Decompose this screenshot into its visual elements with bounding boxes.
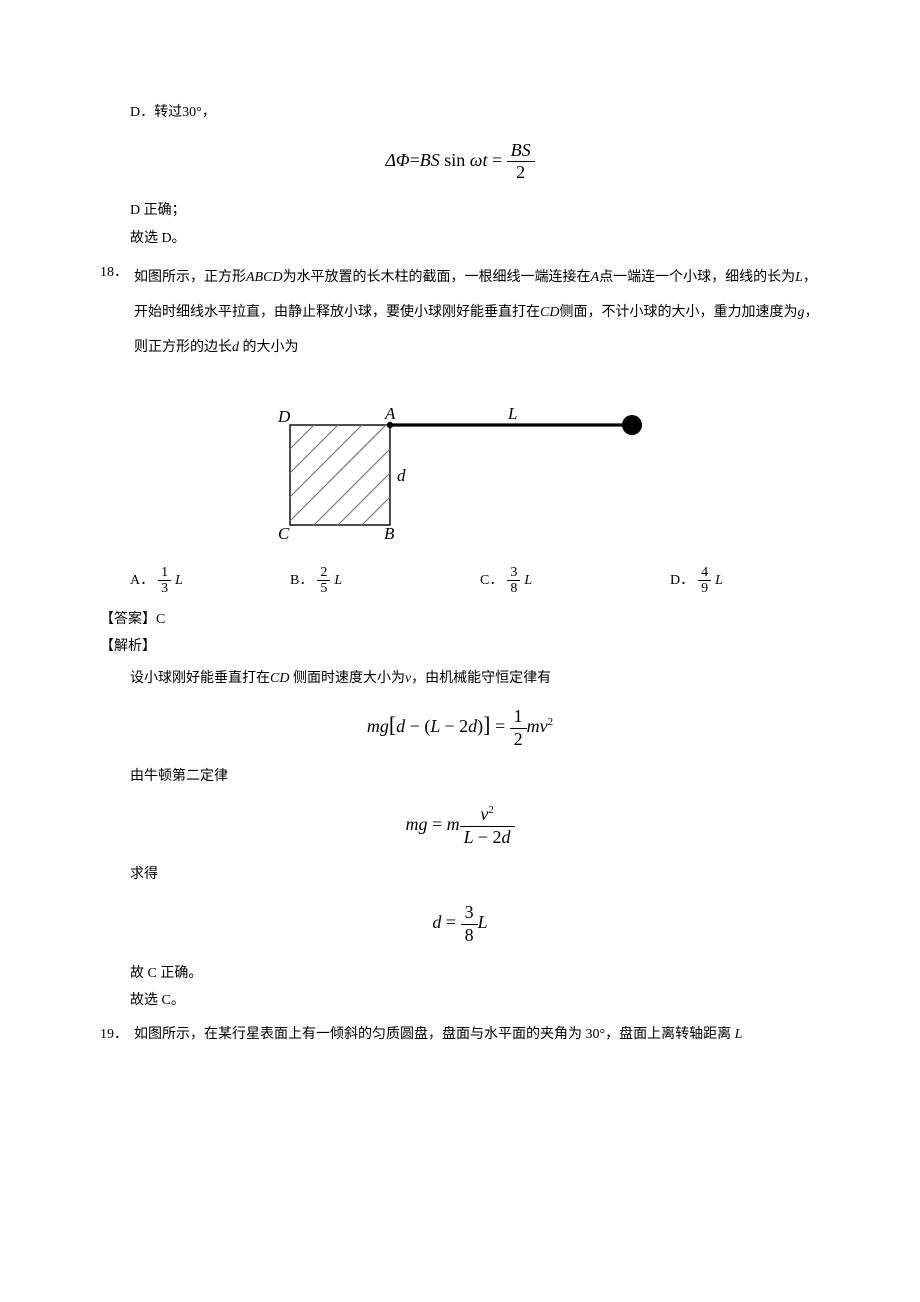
q19: 19． 如图所示，在某行星表面上有一倾斜的匀质圆盘，盘面与水平面的夹角为 30°… <box>100 1022 820 1054</box>
q18-option-A: A． 13L <box>130 565 290 597</box>
q18-option-D: D． 49L <box>670 565 723 597</box>
label-B: B <box>384 524 395 543</box>
label-A: A <box>384 405 396 423</box>
q18-eq1: mg[d − (L − 2d)] = 12mv2 <box>100 706 820 750</box>
q19-prompt: 如图所示，在某行星表面上有一倾斜的匀质圆盘，盘面与水平面的夹角为 30°，盘面上… <box>134 1022 820 1048</box>
prev-eq: ΔΦ=BS sin ωt = BS2 <box>100 140 820 184</box>
q18-prompt: 如图所示，正方形ABCD为水平放置的长木柱的截面，一根细线一端连接在A点一端连一… <box>134 260 820 365</box>
q18-step3: 求得 <box>100 862 820 888</box>
label-d: d <box>397 466 406 485</box>
prev-eq-num: BS <box>507 140 535 163</box>
prev-optionD-text: D．转过 <box>130 105 182 120</box>
q18-step2: 由牛顿第二定律 <box>100 764 820 790</box>
prev-optionD-comma: ， <box>202 105 216 120</box>
q18-eq3: d = 38L <box>100 902 820 946</box>
q18-option-C: C． 38L <box>480 565 670 597</box>
prev-choose: 故选 D。 <box>100 226 820 252</box>
q18-eq2: mg = mv2L − 2d <box>100 804 820 848</box>
q18-analysis-label: 【解析】 <box>100 634 820 660</box>
q18-choose: 故选 C。 <box>100 988 820 1014</box>
q18-diagram: D A L C B d <box>100 405 820 555</box>
prev-optionD-angle: 30° <box>182 105 202 120</box>
q18-options: A． 13L B． 25L C． 38L D． 49L <box>100 565 820 597</box>
q18-answer: 【答案】C <box>100 607 820 633</box>
q18: 18． 如图所示，正方形ABCD为水平放置的长木柱的截面，一根细线一端连接在A点… <box>100 260 820 387</box>
prev-eq-den: 2 <box>507 162 535 184</box>
prev-d-correct: D 正确； <box>100 198 820 224</box>
prev-optionD: D．转过30°， <box>100 100 820 126</box>
q19-number: 19． <box>100 1022 128 1048</box>
q18-number: 18． <box>100 260 128 286</box>
q18-step1: 设小球刚好能垂直打在CD 侧面时速度大小为v，由机械能守恒定律有 <box>100 666 820 692</box>
q18-c-correct: 故 C 正确。 <box>100 961 820 987</box>
label-L: L <box>507 405 517 423</box>
label-C: C <box>278 524 290 543</box>
q18-option-B: B． 25L <box>290 565 480 597</box>
label-D: D <box>277 407 291 426</box>
